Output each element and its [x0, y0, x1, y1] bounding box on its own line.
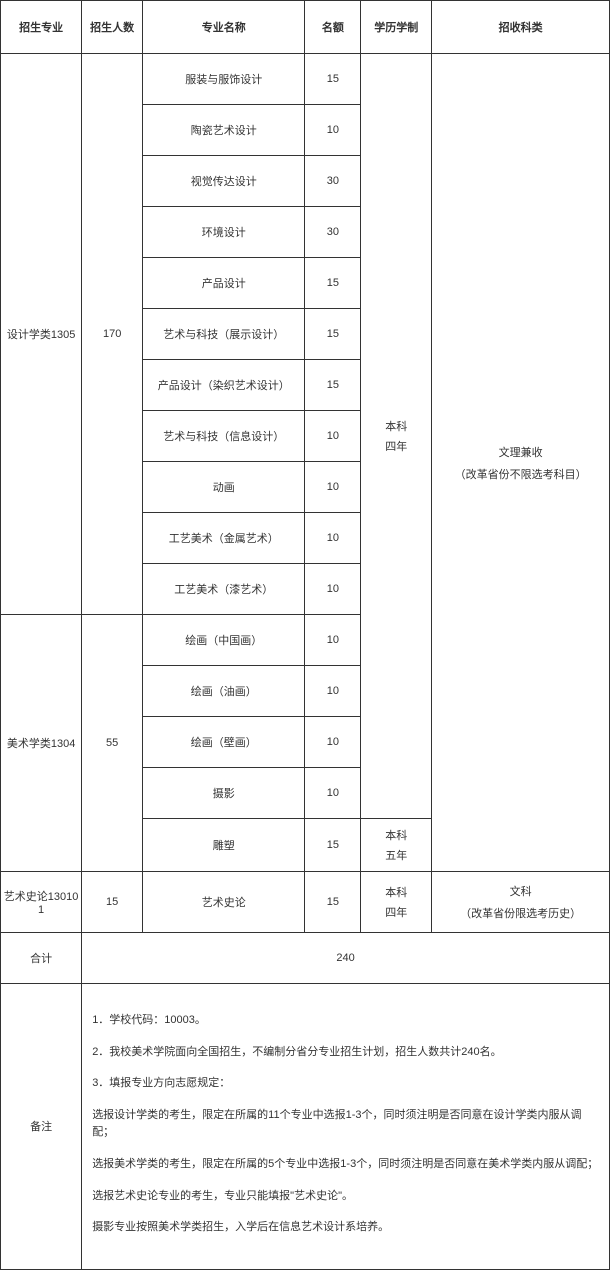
edu-four-year: 本科 四年 [361, 54, 432, 819]
count-art: 55 [82, 615, 143, 872]
quota-cell: 10 [305, 462, 361, 513]
col-count: 招生人数 [82, 1, 143, 54]
remarks-p3: 3．填报专业方向志愿规定： [92, 1075, 599, 1093]
remarks-p5: 选报美术学类的考生，限定在所属的5个专业中选报1-3个，同时须注明是否同意在美术… [92, 1156, 599, 1174]
category-line1: 文科 [434, 883, 607, 899]
edu-label: 本科 [363, 884, 429, 900]
subject-cell: 艺术与科技（展示设计） [143, 309, 305, 360]
category-line2: （改革省份限选考历史） [434, 905, 607, 921]
quota-cell: 15 [305, 819, 361, 872]
col-category: 招收科类 [432, 1, 610, 54]
col-edu: 学历学制 [361, 1, 432, 54]
major-art: 美术学类1304 [1, 615, 82, 872]
subject-cell: 艺术史论 [143, 872, 305, 933]
quota-cell: 15 [305, 360, 361, 411]
edu-four-year-hist: 本科 四年 [361, 872, 432, 933]
subject-cell: 艺术与科技（信息设计） [143, 411, 305, 462]
category-line1: 文理兼收 [434, 444, 607, 460]
subject-cell: 绘画（油画） [143, 666, 305, 717]
total-row: 合计 240 [1, 933, 610, 984]
total-value: 240 [82, 933, 610, 984]
quota-cell: 30 [305, 207, 361, 258]
remarks-label: 备注 [1, 984, 82, 1270]
col-major: 招生专业 [1, 1, 82, 54]
count-history: 15 [82, 872, 143, 933]
remarks-row: 备注 1．学校代码：10003。 2．我校美术学院面向全国招生，不编制分省分专业… [1, 984, 610, 1270]
remarks-p1: 1．学校代码：10003。 [92, 1012, 599, 1030]
subject-cell: 摄影 [143, 768, 305, 819]
subject-cell: 陶瓷艺术设计 [143, 105, 305, 156]
remarks-p6: 选报艺术史论专业的考生，专业只能填报"艺术史论"。 [92, 1188, 599, 1206]
edu-label: 本科 [363, 418, 429, 434]
edu-duration: 五年 [363, 847, 429, 863]
subject-cell: 服装与服饰设计 [143, 54, 305, 105]
subject-cell: 环境设计 [143, 207, 305, 258]
count-design: 170 [82, 54, 143, 615]
col-subject: 专业名称 [143, 1, 305, 54]
remarks-p2: 2．我校美术学院面向全国招生，不编制分省分专业招生计划，招生人数共计240名。 [92, 1044, 599, 1062]
quota-cell: 10 [305, 666, 361, 717]
quota-cell: 10 [305, 717, 361, 768]
remarks-p4: 选报设计学类的考生，限定在所属的11个专业中选报1-3个，同时须注明是否同意在设… [92, 1107, 599, 1142]
subject-cell: 视觉传达设计 [143, 156, 305, 207]
category-line2: （改革省份不限选考科目） [434, 466, 607, 482]
major-history: 艺术史论130101 [1, 872, 82, 933]
total-label: 合计 [1, 933, 82, 984]
category-common: 文理兼收 （改革省份不限选考科目） [432, 54, 610, 872]
admissions-table: 招生专业 招生人数 专业名称 名额 学历学制 招收科类 设计学类1305 170… [0, 0, 610, 1270]
quota-cell: 10 [305, 615, 361, 666]
subject-cell: 工艺美术（金属艺术） [143, 513, 305, 564]
quota-cell: 30 [305, 156, 361, 207]
quota-cell: 10 [305, 105, 361, 156]
subject-cell: 产品设计（染织艺术设计） [143, 360, 305, 411]
table-row: 设计学类1305 170 服装与服饰设计 15 本科 四年 文理兼收 （改革省份… [1, 54, 610, 105]
quota-cell: 15 [305, 872, 361, 933]
quota-cell: 15 [305, 258, 361, 309]
subject-cell: 产品设计 [143, 258, 305, 309]
remarks-p7: 摄影专业按照美术学类招生，入学后在信息艺术设计系培养。 [92, 1219, 599, 1237]
quota-cell: 10 [305, 564, 361, 615]
subject-cell: 工艺美术（漆艺术） [143, 564, 305, 615]
quota-cell: 15 [305, 54, 361, 105]
quota-cell: 15 [305, 309, 361, 360]
table-header-row: 招生专业 招生人数 专业名称 名额 学历学制 招收科类 [1, 1, 610, 54]
subject-cell: 动画 [143, 462, 305, 513]
major-design: 设计学类1305 [1, 54, 82, 615]
subject-cell: 雕塑 [143, 819, 305, 872]
category-history: 文科 （改革省份限选考历史） [432, 872, 610, 933]
table-row: 艺术史论130101 15 艺术史论 15 本科 四年 文科 （改革省份限选考历… [1, 872, 610, 933]
col-quota: 名额 [305, 1, 361, 54]
remarks-content: 1．学校代码：10003。 2．我校美术学院面向全国招生，不编制分省分专业招生计… [82, 984, 610, 1270]
subject-cell: 绘画（中国画） [143, 615, 305, 666]
quota-cell: 10 [305, 411, 361, 462]
edu-five-year: 本科 五年 [361, 819, 432, 872]
quota-cell: 10 [305, 768, 361, 819]
edu-label: 本科 [363, 827, 429, 843]
subject-cell: 绘画（壁画） [143, 717, 305, 768]
edu-duration: 四年 [363, 904, 429, 920]
quota-cell: 10 [305, 513, 361, 564]
edu-duration: 四年 [363, 438, 429, 454]
